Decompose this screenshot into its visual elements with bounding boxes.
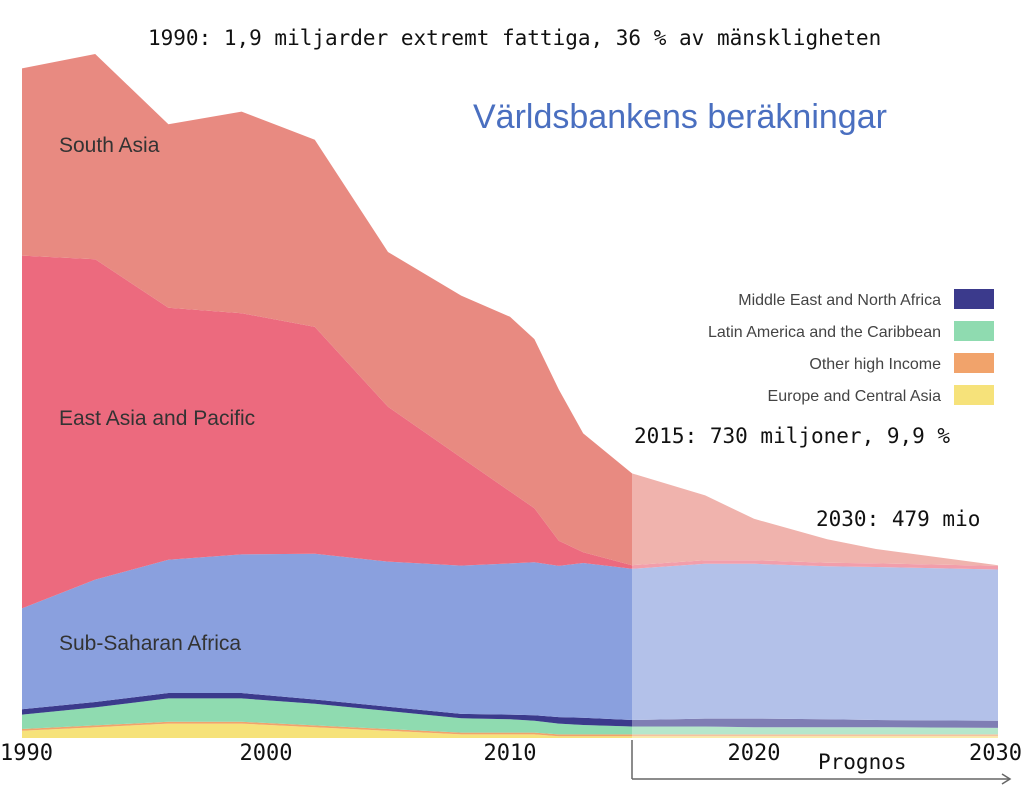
forecast-arrow [631, 740, 1012, 785]
area-latin-america-and-the-caribbean [22, 698, 998, 735]
legend-label: Europe and Central Asia [768, 388, 942, 405]
label-sub-saharan-africa: Sub-Saharan Africa [59, 632, 241, 655]
x-tick-1990: 1990 [0, 741, 53, 766]
legend-label: Middle East and North Africa [738, 292, 941, 309]
legend: Middle East and North Africa Latin Americ… [708, 289, 994, 405]
area-europe-and-central-asia [22, 723, 998, 738]
annotation-2030: 2030: 479 mio [816, 507, 980, 531]
legend-swatch [954, 321, 994, 341]
legend-swatch [954, 385, 994, 405]
forecast-overlay [632, 8, 1002, 740]
legend-swatch [954, 289, 994, 309]
x-tick-2000: 2000 [240, 741, 293, 766]
area-east-asia-and-pacific [22, 255, 998, 609]
area-series-group [22, 54, 998, 738]
x-axis: 1990 2000 2010 2020 2030 [0, 741, 1022, 766]
area-south-asia [22, 54, 998, 566]
x-tick-2030: 2030 [969, 741, 1022, 766]
label-east-asia-pacific: East Asia and Pacific [59, 407, 255, 430]
area-other-high-income [22, 721, 998, 737]
label-south-asia: South Asia [59, 134, 160, 157]
annotation-1990: 1990: 1,9 miljarder extremt fattiga, 36 … [148, 26, 881, 50]
legend-swatch [954, 353, 994, 373]
forecast-label: Prognos [818, 750, 907, 774]
chart-title: Världsbankens beräkningar [473, 98, 887, 136]
legend-label: Latin America and the Caribbean [708, 324, 941, 341]
annotation-2015: 2015: 730 miljoner, 9,9 % [634, 424, 950, 448]
x-tick-2020: 2020 [728, 741, 781, 766]
area-sub-saharan-africa [22, 553, 998, 721]
legend-label: Other high Income [809, 356, 941, 373]
x-tick-2010: 2010 [484, 741, 537, 766]
area-middle-east-and-north-africa [22, 693, 998, 728]
